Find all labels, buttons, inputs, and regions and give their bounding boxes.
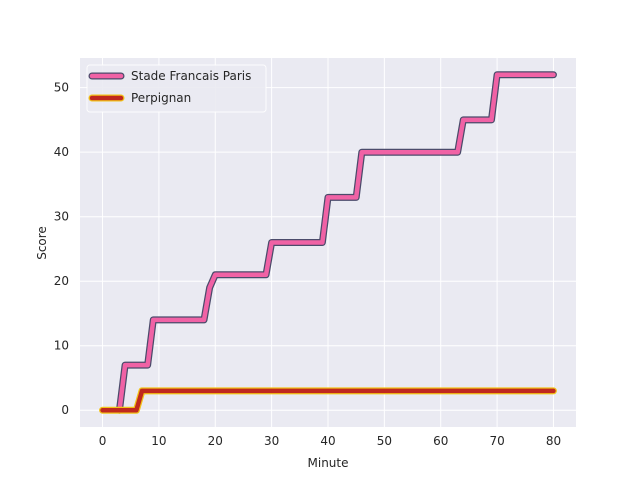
grid-lines [80,58,576,427]
y-tick-label: 20 [54,274,69,288]
legend-box [86,64,267,113]
y-tick-label: 40 [54,145,69,159]
legend-label-perpignan: Perpignan [131,91,191,105]
y-axis-ticks: 0 10 20 30 40 50 [54,81,69,418]
series-layer [99,71,557,414]
x-tick-label: 80 [546,434,561,448]
x-tick-label: 30 [264,434,279,448]
x-tick-label: 60 [433,434,448,448]
x-axis-label: Minute [308,456,349,470]
y-tick-label: 0 [61,403,69,417]
x-axis-ticks: 0 10 20 30 40 50 60 70 80 [99,434,561,448]
y-axis-label: Score [35,226,49,260]
x-tick-label: 40 [320,434,335,448]
y-tick-label: 10 [54,339,69,353]
y-tick-label: 30 [54,210,69,224]
legend: Stade Francais Paris Perpignan [86,64,267,113]
y-tick-label: 50 [54,81,69,95]
x-tick-label: 70 [489,434,504,448]
x-tick-label: 0 [99,434,107,448]
legend-label-stade-francais-paris: Stade Francais Paris [131,69,251,83]
series-line-stade-francais-paris [117,72,556,413]
x-tick-label: 10 [151,434,166,448]
x-tick-label: 20 [208,434,223,448]
series-line-perpignan [100,388,556,413]
x-tick-label: 50 [377,434,392,448]
